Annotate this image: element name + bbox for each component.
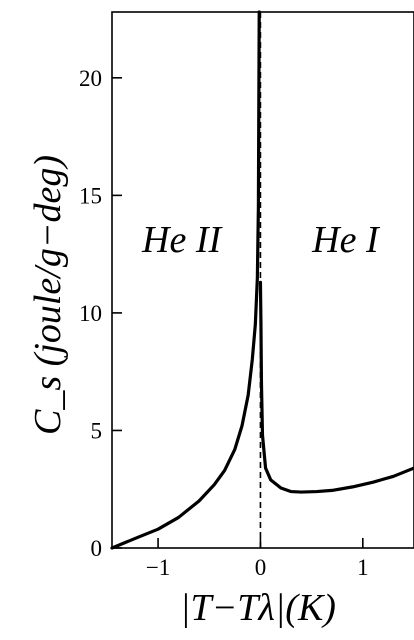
x-tick-label: 0 xyxy=(255,555,267,580)
x-axis-label: |T−Tλ|(K) xyxy=(180,587,336,629)
plot-area xyxy=(110,10,414,550)
y-tick-label: 10 xyxy=(79,301,102,326)
y-tick-label: 15 xyxy=(79,183,102,208)
region-label-2: He I xyxy=(311,219,381,261)
series-line-segment-2 xyxy=(258,280,414,494)
x-axis-ticks: −1 0 1 xyxy=(146,538,369,580)
y-axis-ticks: 0 5 10 15 20 xyxy=(79,66,122,561)
annotations: He II He I xyxy=(141,219,381,261)
y-tick-label: 20 xyxy=(79,66,102,91)
x-tick-label: 1 xyxy=(357,555,369,580)
y-axis-label: C_s (joule/g−deg) xyxy=(27,155,69,435)
series-line-segment-1 xyxy=(110,10,261,550)
y-tick-label: 5 xyxy=(91,418,103,443)
plot-frame xyxy=(111,11,414,549)
region-label-1: He II xyxy=(141,219,223,261)
x-tick-label: −1 xyxy=(146,555,170,580)
y-tick-label: 0 xyxy=(91,536,103,561)
